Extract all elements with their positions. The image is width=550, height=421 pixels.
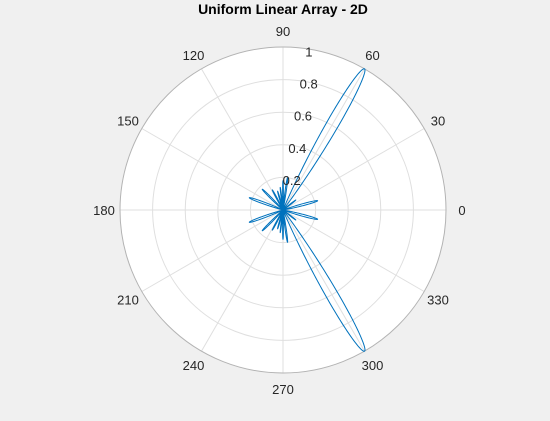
theta-gridline-30	[282, 128, 425, 211]
theta-gridline-330	[282, 209, 425, 292]
r-gridline-0.8	[152, 79, 414, 341]
theta-tick-label-300: 300	[362, 358, 384, 373]
theta-tick-label-240: 240	[183, 358, 205, 373]
r-tick-label-0.6: 0.6	[294, 109, 312, 124]
r-tick-label-1: 1	[305, 44, 312, 59]
outer-ring	[119, 46, 447, 374]
grid-layer	[119, 46, 447, 374]
theta-tick-label-330: 330	[427, 293, 449, 308]
r-tick-label-0.4: 0.4	[288, 141, 306, 156]
theta-tick-label-120: 120	[183, 48, 205, 63]
theta-tick-label-270: 270	[272, 382, 294, 397]
r-gridline-0.2	[249, 176, 317, 244]
data-layer	[248, 68, 366, 352]
theta-gridline-240	[201, 209, 284, 352]
theta-tick-label-0: 0	[458, 203, 465, 218]
theta-gridline-300	[282, 209, 365, 352]
theta-gridline-210	[141, 209, 284, 292]
r-tick-label-0.8: 0.8	[300, 77, 318, 92]
label-layer: 0 30 60 90 120 150 180 210 240 270 300 330 0.2 0.4 0.6…	[93, 24, 465, 397]
theta-gridline-120	[201, 68, 284, 211]
pattern-line	[248, 68, 366, 352]
theta-tick-label-150: 150	[117, 114, 139, 129]
chart-title: Uniform Linear Array - 2D	[198, 1, 368, 17]
r-gridline-0.4	[217, 144, 349, 276]
r-gridline-0.6	[184, 111, 382, 309]
theta-gridline-150	[141, 128, 284, 211]
theta-tick-label-30: 30	[431, 114, 445, 129]
theta-tick-label-90: 90	[276, 24, 290, 39]
theta-tick-label-210: 210	[117, 293, 139, 308]
r-tick-label-0.2: 0.2	[283, 173, 301, 188]
theta-tick-label-60: 60	[365, 48, 379, 63]
theta-gridline-60	[282, 68, 365, 211]
theta-tick-label-180: 180	[93, 203, 115, 218]
